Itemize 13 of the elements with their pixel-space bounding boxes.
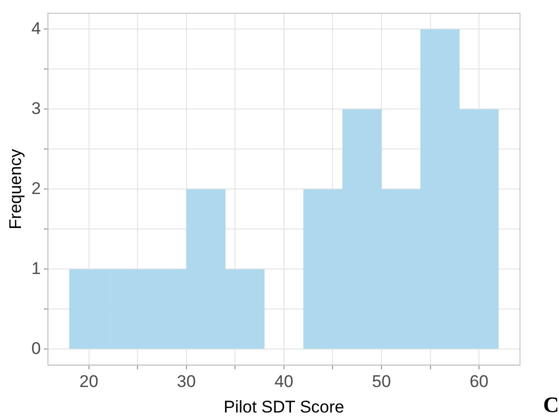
y-tick-label: 3 — [31, 98, 41, 118]
x-tick-label: 50 — [372, 372, 391, 392]
y-tick-label: 4 — [31, 18, 41, 38]
x-tick-label: 30 — [176, 372, 196, 392]
y-tick-label: 0 — [31, 338, 41, 358]
y-tick-label: 1 — [31, 258, 41, 278]
x-tick-label: 40 — [274, 372, 294, 392]
text: C — [543, 392, 559, 418]
y-tick-label: 2 — [31, 178, 41, 198]
x-axis-title: Pilot SDT Score — [224, 397, 344, 416]
x-tick-label: 60 — [470, 372, 488, 392]
y-axis-title: Frequency — [6, 148, 25, 230]
x-tick-label: 20 — [79, 372, 98, 392]
